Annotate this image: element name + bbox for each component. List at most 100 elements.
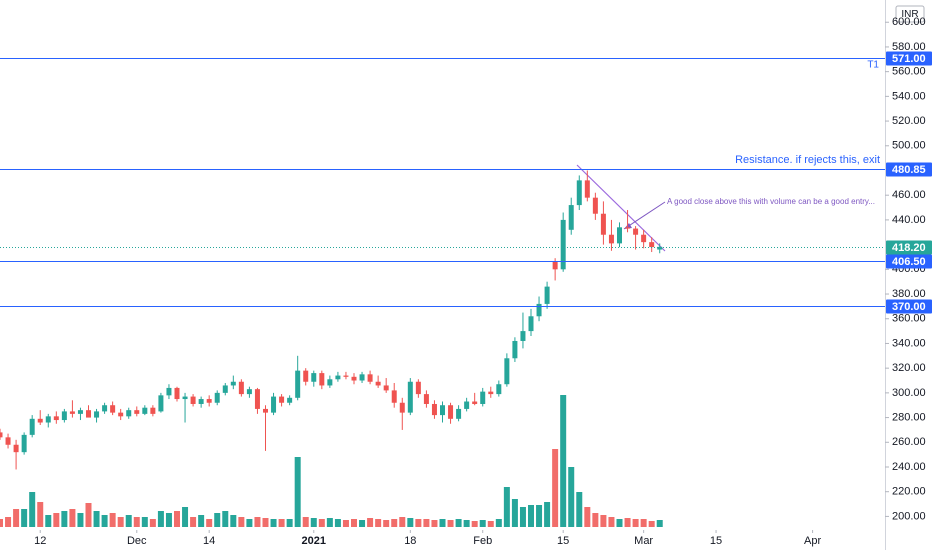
last-price-box bbox=[886, 240, 932, 255]
level-label-box bbox=[886, 162, 932, 177]
volume-bar bbox=[165, 513, 172, 527]
volume-bar bbox=[342, 520, 349, 527]
candle-body bbox=[608, 234, 614, 244]
volume-bar bbox=[656, 520, 663, 527]
candle-body bbox=[657, 246, 663, 250]
candle-body bbox=[230, 381, 236, 386]
volume-bar bbox=[423, 519, 430, 527]
volume-bar bbox=[624, 518, 631, 527]
volume-bar bbox=[568, 467, 575, 527]
candle-body bbox=[94, 411, 100, 418]
volume-bar bbox=[367, 518, 374, 527]
volume-bar bbox=[29, 492, 36, 527]
candle-body bbox=[544, 286, 550, 304]
candle-body bbox=[182, 396, 188, 400]
level-label: 480.85 bbox=[892, 164, 926, 176]
volume-bar bbox=[37, 502, 44, 527]
level-label: 571.00 bbox=[892, 53, 926, 65]
level-label-box bbox=[886, 299, 932, 314]
candle-body bbox=[311, 373, 317, 382]
volume-bar bbox=[600, 515, 607, 527]
y-tick-label: 600.00 bbox=[892, 16, 926, 28]
volume-bar bbox=[294, 457, 301, 527]
volume-bar bbox=[182, 507, 189, 527]
y-tick-label: 540.00 bbox=[892, 90, 926, 102]
volume-bar bbox=[503, 487, 510, 527]
volume-bar bbox=[391, 519, 398, 527]
level-label-box bbox=[886, 254, 932, 269]
candle-body bbox=[118, 412, 124, 417]
volume-bar bbox=[206, 519, 213, 527]
volume-bar bbox=[13, 509, 20, 527]
candle-body bbox=[327, 379, 333, 386]
volume-bar bbox=[85, 503, 92, 527]
trendline bbox=[576, 164, 666, 252]
volume-bar bbox=[21, 509, 28, 527]
volume-bar bbox=[447, 520, 454, 527]
volume-bar bbox=[592, 513, 599, 527]
volume-bar bbox=[133, 517, 140, 527]
candle-body bbox=[190, 396, 196, 404]
volume-bar bbox=[174, 511, 180, 527]
volume-bar bbox=[536, 505, 543, 527]
candle-body bbox=[367, 374, 373, 382]
volume-bar bbox=[310, 518, 317, 527]
candle-body bbox=[214, 392, 220, 403]
y-tick-label: 300.00 bbox=[892, 387, 926, 399]
candle-body bbox=[206, 399, 212, 403]
candle-body bbox=[464, 401, 470, 409]
volume-bar bbox=[528, 505, 534, 527]
candle-body bbox=[600, 213, 606, 235]
x-tick-label: Feb bbox=[473, 535, 492, 547]
candle-body bbox=[37, 418, 43, 423]
volume-bar bbox=[463, 520, 470, 527]
currency-box[interactable] bbox=[895, 5, 925, 23]
candle-body bbox=[238, 381, 244, 395]
candle-body bbox=[29, 418, 35, 435]
candle-body bbox=[166, 387, 172, 396]
volume-bar bbox=[415, 519, 422, 527]
currency: INR bbox=[901, 9, 918, 20]
volume-bar bbox=[487, 521, 494, 527]
candle-body bbox=[319, 373, 325, 386]
candle-body bbox=[246, 389, 252, 395]
candle-body bbox=[53, 416, 59, 421]
candle-body bbox=[423, 394, 429, 404]
candle-body bbox=[391, 390, 397, 403]
candle-body bbox=[110, 405, 116, 413]
candle-body bbox=[134, 410, 140, 414]
candle-body bbox=[496, 384, 502, 395]
volume-bar bbox=[270, 519, 277, 527]
candle-body bbox=[287, 397, 293, 403]
candle-body bbox=[480, 391, 486, 404]
x-tick-label: 15 bbox=[710, 535, 722, 547]
volume-bar bbox=[101, 515, 108, 527]
candle-body bbox=[13, 444, 19, 453]
candle-body bbox=[456, 408, 462, 419]
candle-body bbox=[415, 381, 421, 395]
volume-bar bbox=[157, 511, 164, 527]
volume-bar bbox=[359, 520, 366, 527]
volume-bar bbox=[198, 515, 205, 527]
candle-body bbox=[102, 405, 108, 412]
candle-body bbox=[633, 228, 639, 235]
volume-bar bbox=[318, 519, 325, 527]
candle-body bbox=[383, 385, 389, 391]
x-tick-label: 15 bbox=[557, 535, 569, 547]
y-tick-label: 340.00 bbox=[892, 337, 926, 349]
candle-body bbox=[528, 316, 534, 332]
candle-body bbox=[5, 437, 11, 445]
volume-bar bbox=[302, 517, 309, 527]
x-tick-label: 12 bbox=[34, 535, 46, 547]
candle-body bbox=[560, 219, 566, 270]
candle-body bbox=[359, 374, 365, 381]
candle-body bbox=[431, 403, 437, 416]
volume-bar bbox=[375, 519, 382, 527]
volume-bar bbox=[608, 517, 615, 527]
volume-bar bbox=[53, 513, 60, 527]
candle-body bbox=[512, 340, 518, 359]
volume-bar bbox=[495, 519, 502, 527]
volume-bar bbox=[383, 520, 390, 527]
x-tick-label: 2021 bbox=[302, 535, 326, 547]
